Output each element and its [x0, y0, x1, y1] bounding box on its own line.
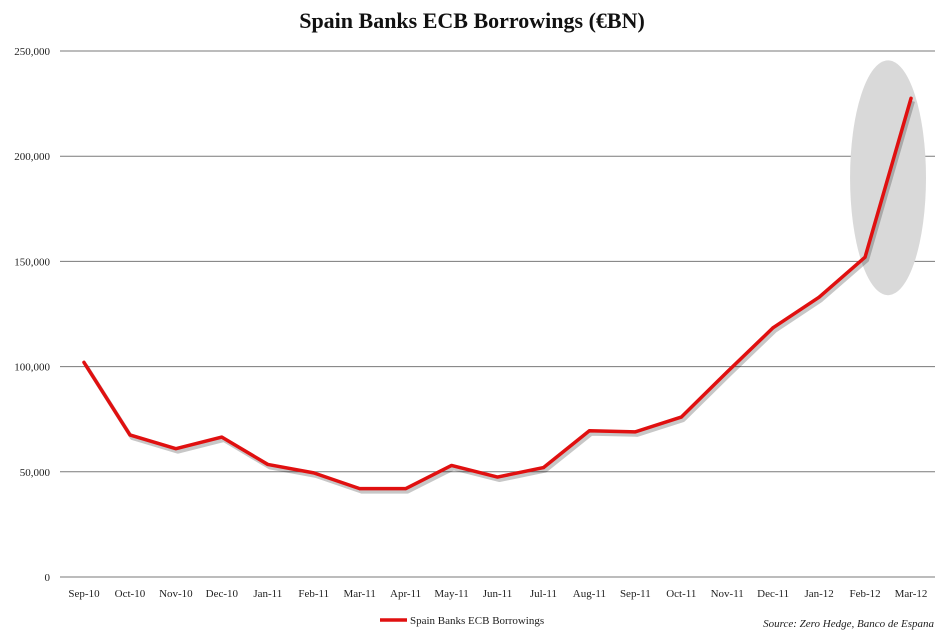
source-note: Source: Zero Hedge, Banco de Espana — [763, 618, 934, 630]
x-tick-label: Dec-11 — [757, 588, 789, 600]
data-point — [863, 255, 867, 259]
data-point — [82, 360, 86, 364]
y-tick-label: 50,000 — [20, 467, 51, 479]
data-point — [725, 370, 729, 374]
x-tick-label: Jan-12 — [804, 588, 833, 600]
x-tick-label: Jun-11 — [483, 588, 513, 600]
x-tick-label: Sep-11 — [620, 588, 651, 600]
data-point — [909, 96, 913, 100]
data-point — [817, 295, 821, 299]
legend-label: Spain Banks ECB Borrowings — [410, 615, 544, 627]
data-point — [587, 429, 591, 433]
data-point — [771, 326, 775, 330]
x-tick-label: Dec-10 — [206, 588, 239, 600]
x-tick-label: Jan-11 — [253, 588, 282, 600]
data-point — [266, 462, 270, 466]
series-line-shadow — [84, 100, 915, 494]
y-tick-label: 0 — [45, 572, 51, 584]
data-point — [358, 487, 362, 491]
data-point — [679, 415, 683, 419]
y-tick-label: 100,000 — [14, 362, 50, 374]
data-point — [128, 433, 132, 437]
x-tick-label: Nov-11 — [711, 588, 744, 600]
data-point — [404, 487, 408, 491]
x-tick-label: Oct-10 — [115, 588, 146, 600]
x-tick-label: Aug-11 — [573, 588, 606, 600]
y-tick-label: 250,000 — [14, 46, 50, 58]
x-tick-label: Mar-12 — [895, 588, 928, 600]
series-line — [82, 96, 913, 491]
data-point — [312, 471, 316, 475]
x-tick-label: Apr-11 — [390, 588, 421, 600]
y-tick-label: 150,000 — [14, 256, 50, 268]
x-tick-label: Mar-11 — [343, 588, 375, 600]
x-tick-label: Nov-10 — [159, 588, 193, 600]
x-tick-label: Jul-11 — [530, 588, 557, 600]
chart-title: Spain Banks ECB Borrowings (€BN) — [299, 8, 645, 33]
data-point — [220, 435, 224, 439]
x-tick-label: Oct-11 — [666, 588, 696, 600]
data-point — [633, 430, 637, 434]
data-point — [541, 466, 545, 470]
y-tick-label: 200,000 — [14, 151, 50, 163]
x-tick-label: Feb-11 — [298, 588, 329, 600]
x-tick-label: Sep-10 — [68, 588, 100, 600]
x-tick-label: May-11 — [434, 588, 468, 600]
data-point — [174, 447, 178, 451]
x-tick-label: Feb-12 — [849, 588, 880, 600]
data-point — [450, 463, 454, 467]
data-point — [496, 475, 499, 479]
